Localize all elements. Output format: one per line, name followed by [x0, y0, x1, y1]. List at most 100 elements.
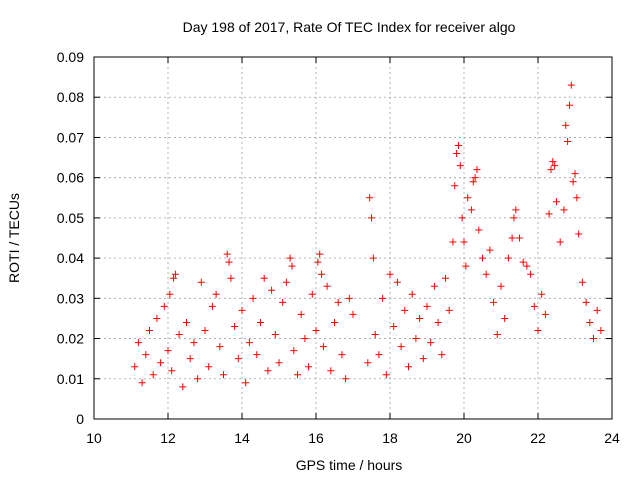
data-point — [349, 310, 357, 318]
data-point — [578, 278, 586, 286]
y-tick-label: 0.03 — [57, 290, 84, 306]
data-point — [408, 290, 416, 298]
data-point — [208, 302, 216, 310]
data-point — [164, 347, 172, 355]
data-point — [523, 262, 531, 270]
data-point — [412, 335, 420, 343]
data-point — [338, 351, 346, 359]
data-point — [551, 162, 559, 170]
y-tick-label: 0.04 — [57, 250, 84, 266]
data-point — [160, 302, 168, 310]
data-point — [456, 162, 464, 170]
data-point — [134, 339, 142, 347]
y-tick-labels: 0 0.01 0.02 0.03 0.04 0.05 0.06 0.07 0.08 0.09 — [57, 49, 84, 427]
y-tick-label: 0.09 — [57, 49, 84, 65]
data-point — [562, 121, 570, 129]
data-point — [560, 206, 568, 214]
data-marks — [131, 81, 605, 391]
data-point — [593, 306, 601, 314]
data-point — [475, 226, 483, 234]
data-point — [364, 359, 372, 367]
data-point — [331, 318, 338, 326]
data-point — [225, 258, 233, 266]
y-tick-label: 0.07 — [57, 129, 84, 145]
data-point — [297, 310, 305, 318]
data-point — [467, 206, 475, 214]
data-point — [401, 306, 409, 314]
data-point — [538, 290, 546, 298]
y-tick-label: 0.02 — [57, 331, 84, 347]
data-point — [238, 306, 246, 314]
data-point — [453, 150, 461, 158]
data-point — [179, 383, 187, 391]
data-point — [405, 363, 412, 371]
data-point — [231, 322, 239, 330]
data-point — [386, 270, 394, 278]
data-point — [527, 270, 535, 278]
x-tick-label: 12 — [160, 430, 176, 446]
data-point — [442, 274, 449, 282]
x-tick-label: 24 — [604, 430, 620, 446]
data-point — [268, 286, 276, 294]
data-point — [323, 282, 331, 290]
data-point — [530, 302, 538, 310]
data-point — [149, 371, 157, 379]
data-point — [553, 198, 560, 206]
data-point — [314, 258, 322, 266]
x-tick-label: 14 — [234, 430, 250, 446]
data-point — [575, 230, 583, 238]
data-point — [569, 178, 577, 186]
y-tick-label: 0.08 — [57, 89, 84, 105]
x-tick-label: 10 — [86, 430, 102, 446]
data-point — [451, 182, 459, 190]
x-tick-label: 18 — [382, 430, 398, 446]
data-point — [419, 355, 427, 363]
data-point — [194, 375, 202, 383]
data-point — [471, 174, 479, 182]
data-point — [223, 250, 231, 258]
data-point — [449, 238, 457, 246]
plot-frame — [93, 56, 613, 420]
data-point — [253, 351, 261, 359]
data-point — [271, 331, 279, 339]
x-tick-labels: 10 12 14 16 18 20 22 24 — [86, 430, 620, 446]
data-point — [438, 351, 446, 359]
data-point — [131, 363, 139, 371]
y-tick-label: 0.01 — [57, 371, 84, 387]
data-point — [516, 234, 523, 242]
data-point — [249, 294, 257, 302]
data-point — [512, 206, 520, 214]
x-tick-label: 16 — [308, 430, 324, 446]
data-point — [186, 355, 194, 363]
data-point — [556, 238, 564, 246]
data-point — [567, 81, 575, 89]
data-point — [430, 282, 438, 290]
data-point — [312, 327, 320, 335]
data-point — [316, 250, 324, 258]
data-point — [234, 355, 242, 363]
data-point — [257, 318, 264, 326]
data-point — [216, 343, 224, 351]
data-point — [212, 290, 220, 298]
data-point — [490, 298, 498, 306]
data-point — [545, 210, 553, 218]
data-point — [375, 351, 383, 359]
data-point — [183, 318, 190, 326]
y-tick-label: 0.06 — [57, 170, 84, 186]
data-point — [171, 270, 179, 278]
data-point — [390, 322, 398, 330]
data-point — [573, 194, 581, 202]
data-point — [416, 314, 424, 322]
data-point — [597, 327, 605, 335]
data-point — [327, 367, 335, 375]
data-point — [286, 254, 294, 262]
data-point — [369, 254, 377, 262]
axis-ticks — [93, 56, 613, 420]
data-point — [445, 306, 453, 314]
data-point — [157, 359, 165, 367]
y-tick-label: 0 — [76, 411, 84, 427]
data-point — [288, 262, 296, 270]
data-point — [153, 314, 161, 322]
data-point — [342, 375, 350, 383]
data-point — [201, 327, 209, 335]
